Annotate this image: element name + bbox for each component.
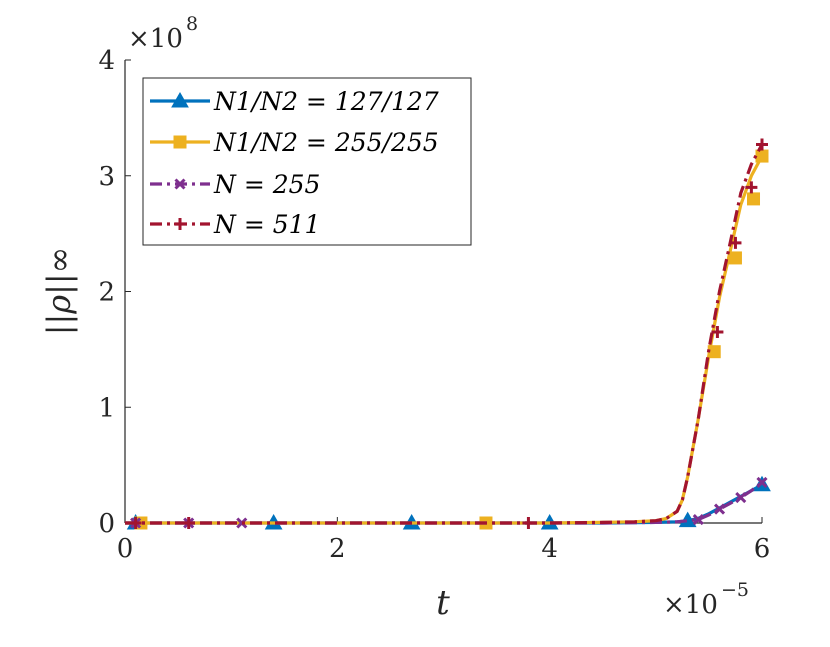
data-point [745,181,758,194]
series-4 [125,138,768,529]
legend-entry-3: N = 255 [150,170,320,199]
data-point [692,513,704,526]
y-tick-label: 2 [98,278,115,308]
legend-entry-1: N1/N2 = 127/127 [150,87,439,116]
data-point [236,517,248,529]
y-ticks: 0 1 2 3 4 [98,46,131,539]
y-tick-label: 1 [98,393,115,423]
legend-label: N1/N2 = 255/255 [213,128,439,157]
series-1 [125,475,771,530]
y-tick-label: 4 [98,46,115,76]
data-point [174,218,186,230]
legend-box [142,77,472,246]
series-line [125,143,764,525]
legend-entry-2: N1/N2 = 255/255 [150,128,439,157]
data-point [129,517,142,529]
x-tick-label: 0 [117,534,134,564]
data-point [171,91,189,108]
data-point [756,138,768,151]
series-line [125,481,763,525]
y-multiplier-exponent: 8 [186,13,198,35]
data-point [735,491,747,504]
y-axis-title: ||ρ||∞ [40,247,78,336]
legend-label: N = 255 [213,170,320,199]
data-point [522,517,535,529]
data-point [711,326,724,339]
legend-entry-4: N = 511 [150,210,320,239]
x-multiplier: ×10 −5 [663,579,749,620]
data-point [173,135,187,149]
y-multiplier: ×10 8 [128,13,198,54]
legend: N1/N2 = 127/127 N1/N2 = 255/255 N = 255 N =… [142,77,472,246]
data-point [747,192,761,206]
legend-label: N = 511 [213,210,320,239]
series-layer [125,138,771,530]
legend-label: N1/N2 = 127/127 [213,87,439,116]
y-multiplier-base: ×10 [128,24,183,54]
data-point [755,149,769,163]
data-point [728,251,742,265]
data-point [182,517,195,529]
data-point [174,178,186,190]
x-multiplier-exponent: −5 [721,579,749,601]
x-tick-label: 4 [541,534,558,564]
x-tick-label: 2 [329,534,346,564]
data-point [756,476,768,489]
data-point [729,236,742,249]
series-3 [125,476,768,529]
legend-items: N1/N2 = 127/127 N1/N2 = 255/255 N = 255 N =… [150,87,439,239]
y-tick-label: 0 [98,509,115,539]
y-tick-label: 3 [98,162,115,192]
data-point [713,503,726,515]
x-tick-label: 6 [754,534,771,564]
x-axis-title: t [436,583,450,623]
x-multiplier-base: ×10 [663,590,718,620]
